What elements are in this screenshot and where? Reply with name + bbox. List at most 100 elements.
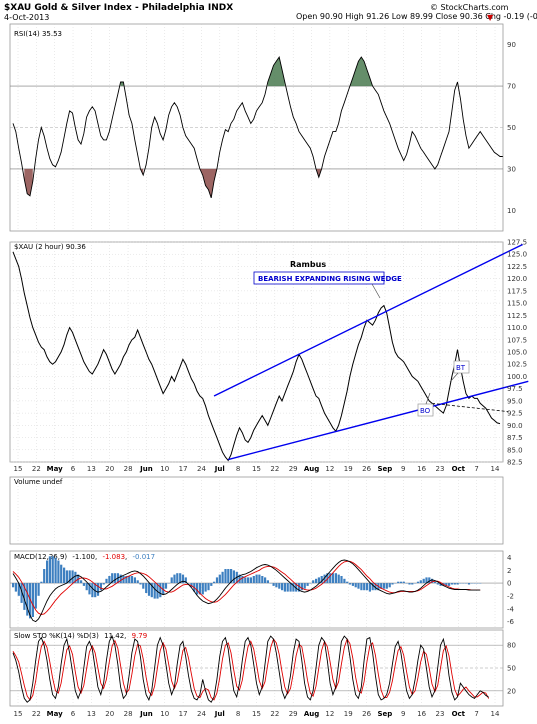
macd-hist-bar bbox=[139, 583, 141, 584]
chart-date: 4-Oct-2013 bbox=[4, 13, 49, 22]
y-tick-label: 122.5 bbox=[507, 263, 527, 271]
macd-hist-bar bbox=[148, 583, 150, 596]
x-tick-label: May bbox=[47, 710, 63, 718]
macd-hist-bar bbox=[176, 573, 178, 583]
macd-hist-bar bbox=[355, 583, 357, 587]
macd-hist-bar bbox=[145, 583, 147, 593]
macd-hist-bar bbox=[38, 583, 40, 596]
macd-hist-bar bbox=[397, 582, 399, 583]
annotation-author: Rambus bbox=[290, 260, 326, 269]
y-tick-label: -4 bbox=[507, 605, 515, 613]
macd-hist-bar bbox=[267, 580, 269, 583]
y-tick-label: 85.0 bbox=[507, 446, 523, 454]
y-tick-label: 107.5 bbox=[507, 336, 527, 344]
macd-hist-bar bbox=[224, 569, 226, 583]
macd-hist-bar bbox=[346, 582, 348, 583]
y-tick-label: 10 bbox=[507, 207, 516, 215]
macd-hist-bar bbox=[304, 583, 306, 589]
y-tick-label: 105.0 bbox=[507, 349, 527, 357]
macd-hist-bar bbox=[80, 580, 82, 583]
x-tick-label: Oct bbox=[452, 465, 466, 473]
macd-hist-bar bbox=[52, 556, 54, 583]
sto-title: Slow STO %K(14) %D(3) 11.42, 9.79 bbox=[14, 632, 147, 640]
x-tick-label: 8 bbox=[236, 465, 240, 473]
price-title: $XAU (2 hour) 90.36 bbox=[14, 243, 86, 251]
y-tick-label: 100.0 bbox=[507, 373, 527, 381]
y-tick-label: 82.5 bbox=[507, 459, 523, 467]
x-tick-label: 22 bbox=[270, 465, 279, 473]
macd-hist-bar bbox=[312, 580, 314, 583]
macd-hist-bar bbox=[97, 583, 99, 596]
sto-k-line bbox=[13, 636, 489, 702]
x-tick-label: 7 bbox=[474, 710, 478, 718]
x-tick-label: 26 bbox=[362, 710, 371, 718]
macd-hist-bar bbox=[105, 579, 107, 583]
macd-y-ticks: 420-2-4-6 bbox=[507, 554, 515, 626]
annotation-bt: BT bbox=[456, 364, 466, 372]
x-tick-label: 15 bbox=[14, 465, 23, 473]
x-tick-label: 22 bbox=[32, 710, 41, 718]
macd-hist-bar bbox=[454, 583, 456, 584]
y-tick-label: 4 bbox=[507, 554, 512, 562]
macd-hist-bar bbox=[386, 583, 388, 589]
macd-hist-bar bbox=[264, 577, 266, 583]
macd-hist-bar bbox=[60, 565, 62, 583]
macd-hist-bar bbox=[318, 577, 320, 583]
x-tick-label: 10 bbox=[160, 465, 169, 473]
x-tick-label: Sep bbox=[378, 710, 393, 718]
macd-hist-bar bbox=[86, 583, 88, 590]
macd-hist-bar bbox=[219, 575, 221, 584]
annotation-bo: BO bbox=[420, 407, 431, 415]
macd-hist-bar bbox=[281, 583, 283, 590]
rsi-oversold-fill bbox=[24, 169, 33, 196]
macd-hist-bar bbox=[400, 582, 402, 583]
macd-hist-bar bbox=[207, 583, 209, 590]
x-tick-label: 20 bbox=[105, 710, 114, 718]
macd-hist-bar bbox=[340, 576, 342, 583]
macd-hist-bar bbox=[100, 583, 102, 590]
macd-hist-bar bbox=[210, 583, 212, 586]
macd-hist-bar bbox=[275, 583, 277, 587]
macd-hist-bar bbox=[307, 583, 309, 586]
x-tick-label: 10 bbox=[160, 710, 169, 718]
macd-hist-bar bbox=[343, 579, 345, 583]
macd-hist-bar bbox=[389, 583, 391, 587]
x-tick-label: 20 bbox=[105, 465, 114, 473]
y-tick-label: 90 bbox=[507, 41, 516, 49]
macd-hist-bar bbox=[159, 583, 161, 597]
macd-hist-bar bbox=[244, 577, 246, 583]
macd-hist-bar bbox=[338, 575, 340, 584]
macd-hist-bar bbox=[43, 569, 45, 583]
macd-hist-bar bbox=[196, 583, 198, 594]
macd-hist-bar bbox=[301, 583, 303, 590]
macd-hist-bar bbox=[114, 573, 116, 583]
x-tick-label: 8 bbox=[236, 710, 240, 718]
macd-hist-bar bbox=[171, 577, 173, 583]
y-tick-label: 112.5 bbox=[507, 312, 527, 320]
x-tick-label: Jun bbox=[139, 465, 153, 473]
price-panel: $XAU (2 hour) 90.36 82.585.087.590.092.5… bbox=[10, 239, 528, 467]
macd-hist-bar bbox=[383, 583, 385, 589]
price-y-ticks: 82.585.087.590.092.595.097.5100.0102.510… bbox=[507, 239, 527, 467]
x-tick-label: 9 bbox=[401, 710, 405, 718]
x-tick-label: Jul bbox=[214, 465, 225, 473]
macd-hist-bar bbox=[134, 577, 136, 583]
macd-hist-bar bbox=[366, 583, 368, 590]
volume-title: Volume undef bbox=[14, 478, 63, 486]
panel-frames bbox=[10, 24, 503, 706]
y-tick-label: 2 bbox=[507, 567, 511, 575]
y-tick-label: 80 bbox=[507, 642, 516, 650]
y-tick-label: 0 bbox=[507, 580, 511, 588]
y-tick-label: 117.5 bbox=[507, 287, 527, 295]
rsi-oversold-fill bbox=[200, 169, 217, 198]
macd-hist-bar bbox=[32, 583, 34, 617]
macd-hist-bar bbox=[222, 572, 224, 583]
x-tick-label: 12 bbox=[325, 710, 334, 718]
macd-hist-bar bbox=[55, 558, 57, 583]
chart-quote: Open 90.90 High 91.26 Low 89.99 Close 90… bbox=[296, 12, 537, 21]
macd-hist-bar bbox=[434, 582, 436, 583]
macd-title-label: MACD(12,26,9) bbox=[14, 553, 67, 561]
